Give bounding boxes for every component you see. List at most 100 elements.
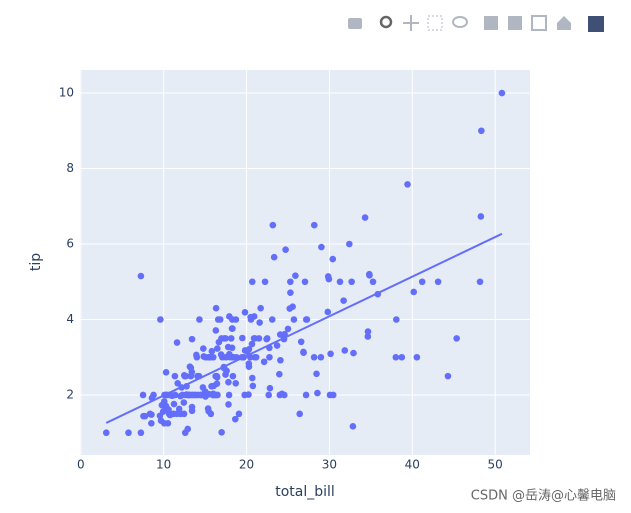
camera-button[interactable]	[348, 18, 362, 29]
point	[227, 335, 235, 342]
point	[336, 278, 344, 286]
point	[247, 316, 255, 323]
point	[324, 273, 332, 280]
plot-background	[80, 70, 530, 455]
point	[498, 89, 506, 97]
point	[286, 305, 294, 312]
point	[228, 325, 236, 332]
point	[255, 335, 263, 342]
point	[125, 429, 132, 437]
zoom-out-button[interactable]	[508, 16, 522, 30]
lasso-button[interactable]	[452, 16, 468, 28]
point	[188, 407, 196, 415]
point	[148, 419, 155, 427]
point	[199, 384, 207, 391]
x-tick-label: 40	[405, 458, 420, 472]
point	[208, 347, 216, 355]
point	[235, 410, 243, 418]
zoom-button[interactable]	[379, 15, 393, 29]
point	[341, 347, 349, 354]
point	[392, 353, 400, 361]
point	[225, 391, 233, 399]
y-axis-title: tip	[28, 253, 44, 271]
point	[393, 316, 400, 323]
point	[296, 410, 303, 418]
point	[187, 372, 195, 380]
pan-button[interactable]	[403, 15, 419, 31]
autoscale-button[interactable]	[531, 15, 547, 31]
point	[196, 316, 203, 323]
point	[329, 255, 337, 263]
x-tick-label: 50	[488, 458, 503, 472]
point	[277, 356, 284, 364]
point	[317, 353, 325, 361]
point	[158, 401, 166, 409]
point	[444, 372, 452, 380]
point	[313, 370, 320, 378]
reset-button[interactable]	[557, 16, 571, 30]
y-tick-label: 4	[66, 312, 74, 326]
point	[222, 353, 230, 361]
point	[346, 240, 353, 248]
plotly-logo[interactable]	[588, 16, 604, 32]
point	[273, 342, 281, 349]
point	[173, 410, 181, 418]
point	[214, 316, 222, 323]
select-button[interactable]	[427, 15, 443, 31]
point	[418, 278, 426, 286]
point	[266, 384, 274, 392]
point	[248, 374, 256, 382]
point	[170, 400, 178, 408]
point	[248, 278, 256, 286]
point	[193, 353, 201, 361]
y-tick-label: 10	[59, 86, 74, 100]
point	[165, 406, 172, 414]
point	[206, 353, 213, 361]
point	[232, 316, 240, 323]
point	[146, 410, 154, 418]
point	[369, 278, 377, 286]
point	[269, 221, 277, 229]
point	[251, 353, 259, 361]
point	[348, 278, 355, 286]
point	[102, 429, 110, 437]
x-tick-label: 10	[156, 458, 171, 472]
point	[239, 334, 246, 342]
point	[350, 349, 357, 357]
point	[241, 309, 249, 316]
watermark: CSDN @岳涛@心馨电脑	[471, 488, 616, 504]
point	[187, 364, 195, 372]
point	[139, 391, 147, 399]
point	[188, 335, 196, 343]
point	[261, 278, 269, 286]
point	[282, 246, 289, 253]
point	[453, 335, 460, 342]
point	[174, 379, 182, 387]
point	[141, 412, 149, 420]
point	[292, 272, 299, 280]
point	[287, 289, 294, 296]
y-tick-label: 2	[66, 387, 74, 401]
point	[160, 419, 168, 427]
point	[228, 344, 236, 352]
point	[404, 181, 411, 188]
point	[276, 391, 284, 399]
point	[180, 399, 188, 406]
point	[159, 408, 167, 415]
zoom-in-button[interactable]	[484, 16, 498, 30]
point	[266, 353, 273, 361]
point	[276, 370, 283, 378]
point	[327, 350, 334, 358]
point	[207, 410, 215, 418]
point	[232, 415, 239, 423]
point	[214, 345, 221, 352]
point	[364, 328, 372, 335]
modebar	[348, 15, 604, 32]
point	[181, 429, 189, 437]
point	[326, 391, 334, 399]
point	[222, 335, 229, 342]
point	[245, 360, 253, 367]
point	[166, 411, 174, 419]
point	[225, 401, 232, 408]
